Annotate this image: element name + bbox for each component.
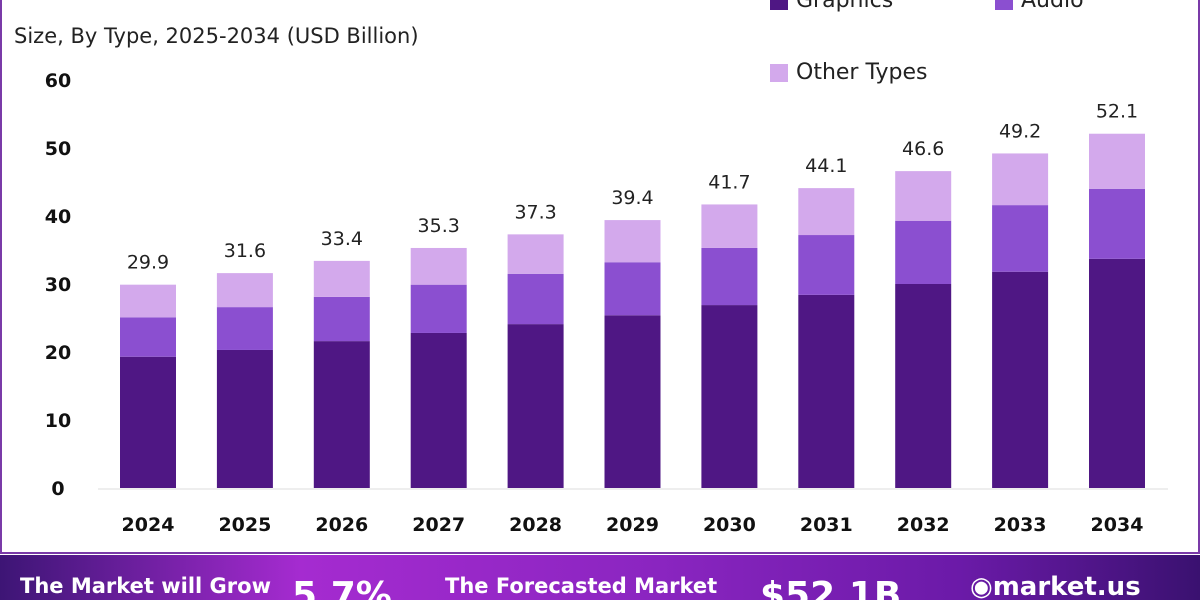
brand-name: market.us bbox=[992, 572, 1141, 602]
y-tick-label: 30 bbox=[45, 274, 71, 296]
bar-segment-audio bbox=[120, 317, 176, 357]
x-tick-label: 2026 bbox=[315, 514, 368, 536]
x-tick-label: 2029 bbox=[606, 514, 659, 536]
bar-segment-other-types bbox=[120, 284, 176, 318]
bar-segment-other-types bbox=[992, 153, 1049, 206]
bar-segment-audio bbox=[1089, 188, 1145, 259]
brand-logo: ◉market.us bbox=[970, 572, 1141, 602]
bar-segment-other-types bbox=[895, 171, 952, 221]
x-tick-label: 2034 bbox=[1091, 514, 1144, 536]
y-tick-label: 40 bbox=[45, 206, 71, 228]
y-tick-label: 20 bbox=[45, 342, 71, 364]
bar-segment-graphics bbox=[120, 356, 176, 488]
data-label-total: 49.2 bbox=[999, 120, 1041, 142]
bar-segment-graphics bbox=[216, 349, 273, 488]
bar-segment-other-types bbox=[604, 220, 661, 263]
y-tick-label: 10 bbox=[45, 410, 71, 432]
bar-segment-graphics bbox=[895, 284, 952, 488]
data-label-total: 33.4 bbox=[321, 228, 363, 250]
bar-segment-audio bbox=[507, 273, 564, 325]
data-label-total: 35.3 bbox=[418, 215, 460, 237]
legend-swatch-other bbox=[770, 63, 788, 82]
bar-segment-graphics bbox=[992, 271, 1049, 488]
x-tick-label: 2032 bbox=[897, 514, 950, 536]
forecast-label: The Forecasted Market bbox=[445, 574, 718, 598]
forecast-value: $52.1B bbox=[760, 575, 902, 616]
data-label-total: 31.6 bbox=[224, 240, 266, 262]
bar-segment-graphics bbox=[410, 332, 467, 488]
bar-segment-audio bbox=[992, 205, 1049, 272]
data-label-total: 46.6 bbox=[902, 138, 944, 160]
bar-segment-graphics bbox=[313, 341, 370, 488]
bar-segment-graphics bbox=[701, 305, 758, 488]
cagr-value: 5.7% bbox=[292, 575, 392, 616]
bar-segment-audio bbox=[798, 235, 855, 295]
data-label-total: 39.4 bbox=[611, 187, 653, 209]
legend-label: Other Types bbox=[796, 60, 928, 85]
legend-label: Graphics bbox=[796, 0, 894, 13]
legend-graphics: Graphics bbox=[770, 0, 893, 13]
grow-label: The Market will Grow bbox=[20, 574, 271, 598]
bar-segment-graphics bbox=[1089, 258, 1145, 488]
bar-segment-graphics bbox=[604, 315, 661, 488]
bar-segment-graphics bbox=[507, 324, 564, 488]
bar-segment-other-types bbox=[410, 247, 467, 285]
stacked-bar-chart: 010203040506029.9202431.6202533.4202635.… bbox=[45, 70, 1168, 536]
x-tick-label: 2025 bbox=[218, 514, 271, 536]
x-tick-label: 2030 bbox=[703, 514, 756, 536]
legend-swatch-audio bbox=[995, 0, 1013, 10]
bar-segment-other-types bbox=[216, 273, 273, 308]
data-label-total: 52.1 bbox=[1096, 101, 1138, 123]
footer-banner: The Market will Grow 5.7% The Forecasted… bbox=[0, 555, 1200, 616]
legend-other-types: Other Types bbox=[770, 60, 927, 85]
y-tick-label: 60 bbox=[45, 70, 71, 92]
data-label-total: 41.7 bbox=[708, 171, 750, 193]
legend-label: Audio bbox=[1021, 0, 1084, 13]
data-label-total: 37.3 bbox=[514, 201, 556, 223]
bar-segment-other-types bbox=[798, 188, 855, 236]
x-tick-label: 2033 bbox=[994, 514, 1047, 536]
bar-segment-other-types bbox=[701, 204, 758, 248]
bar-segment-audio bbox=[410, 284, 467, 333]
legend-audio: Audio bbox=[995, 0, 1084, 13]
bar-segment-audio bbox=[216, 307, 273, 350]
legend-swatch-graphics bbox=[770, 0, 788, 10]
chart-subtitle: Size, By Type, 2025-2034 (USD Billion) bbox=[14, 24, 419, 48]
bar-segment-audio bbox=[701, 247, 758, 306]
x-tick-label: 2031 bbox=[800, 514, 853, 536]
bar-segment-graphics bbox=[798, 294, 855, 488]
bar-segment-audio bbox=[895, 220, 952, 284]
x-tick-label: 2024 bbox=[122, 514, 175, 536]
bar-segment-other-types bbox=[507, 234, 564, 274]
bar-segment-other-types bbox=[1089, 133, 1145, 189]
x-tick-label: 2027 bbox=[412, 514, 465, 536]
x-tick-label: 2028 bbox=[509, 514, 562, 536]
data-label-total: 29.9 bbox=[127, 252, 169, 274]
bar-segment-audio bbox=[604, 262, 661, 316]
data-label-total: 44.1 bbox=[805, 155, 847, 177]
y-tick-label: 50 bbox=[45, 138, 71, 160]
bar-segment-audio bbox=[313, 296, 370, 342]
y-tick-label: 0 bbox=[51, 478, 64, 500]
bar-segment-other-types bbox=[313, 260, 370, 297]
